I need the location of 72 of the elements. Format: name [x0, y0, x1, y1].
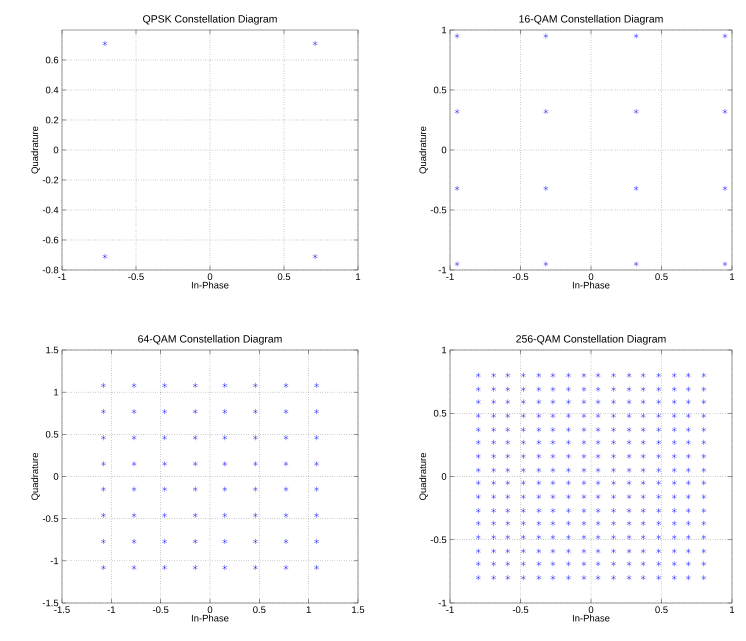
y-tick-label: -0.8 — [42, 266, 58, 274]
point — [722, 186, 728, 192]
x-tick-label: 1.5 — [352, 606, 364, 613]
y-tick-label: 1 — [54, 388, 58, 396]
y-tick-label: -1 — [50, 558, 58, 564]
y-tick-label: 0.6 — [46, 56, 58, 64]
y-tick-label: -0.5 — [430, 536, 446, 544]
x-axis-title: In-Phase — [192, 614, 229, 622]
x-tick-label: -0.5 — [512, 606, 528, 614]
y-tick-label: -0.6 — [42, 236, 58, 244]
y-tick-label: 1 — [442, 26, 446, 34]
y-tick-label: 0 — [442, 473, 446, 480]
point — [634, 261, 639, 267]
y-axis-title: Quadrature — [419, 452, 428, 500]
y-tick-label: 1 — [442, 346, 446, 354]
point — [454, 186, 460, 192]
y-tick-label: -0.2 — [42, 176, 58, 184]
x-tick-label: 0 — [588, 606, 594, 614]
x-axis-title: In-Phase — [572, 282, 610, 289]
point — [634, 33, 639, 39]
x-tick-label: 1 — [306, 606, 311, 613]
x-tick-label: 1 — [730, 606, 734, 613]
x-tick-label: 0.5 — [655, 273, 668, 280]
chart-title: 64-QAM Constellation Diagram — [138, 334, 282, 345]
y-tick-label: 0.5 — [434, 86, 446, 94]
y-tick-label: -1 — [438, 266, 446, 274]
y-tick-label: 0 — [442, 146, 446, 154]
point — [454, 261, 460, 267]
x-tick-label: 0.5 — [253, 606, 266, 614]
point — [634, 186, 639, 192]
x-tick-label: 1 — [730, 273, 734, 280]
x-tick-label: -0.5 — [152, 606, 168, 614]
point — [543, 186, 548, 192]
y-axis-title: Quadrature — [31, 126, 40, 174]
point — [722, 33, 728, 39]
point — [722, 108, 728, 114]
y-tick-label: -1 — [438, 600, 446, 606]
point — [543, 108, 548, 114]
x-tick-label: -0.5 — [128, 273, 144, 280]
x-tick-label: 0 — [588, 273, 594, 280]
y-tick-label: -0.5 — [42, 515, 58, 522]
y-axis-title: Quadrature — [419, 126, 428, 174]
point — [543, 33, 548, 39]
y-tick-label: -0.5 — [430, 206, 446, 214]
chart-title: 16-QAM Constellation Diagram — [519, 14, 663, 25]
x-tick-label: 1 — [356, 273, 360, 280]
y-tick-label: -1.5 — [42, 600, 58, 606]
y-tick-label: 1.5 — [46, 346, 58, 354]
y-tick-label: 0.2 — [46, 116, 58, 124]
x-tick-label: 0.5 — [278, 273, 290, 280]
y-tick-label: 0.5 — [434, 410, 446, 417]
x-tick-label: 0.5 — [655, 606, 668, 614]
x-tick-label: 0 — [208, 273, 212, 280]
point — [722, 261, 728, 267]
y-tick-label: 0.5 — [46, 430, 58, 438]
y-tick-label: 0.4 — [46, 86, 58, 94]
x-axis-title: In-Phase — [572, 614, 610, 622]
x-tick-label: -0.5 — [512, 273, 528, 280]
y-tick-label: -0.4 — [42, 206, 58, 214]
chart-title: 256-QAM Constellation Diagram — [516, 334, 666, 345]
y-axis-title: Quadrature — [31, 452, 40, 500]
point — [543, 261, 548, 267]
chart-title: QPSK Constellation Diagram — [143, 14, 277, 25]
y-tick-label: 0 — [54, 146, 58, 154]
x-tick-label: -1 — [58, 273, 66, 280]
x-tick-label: -1 — [108, 606, 116, 613]
point — [454, 33, 460, 39]
y-tick-label: 0 — [54, 473, 58, 480]
point — [634, 108, 639, 114]
x-axis-title: In-Phase — [192, 282, 229, 289]
x-tick-label: 0 — [208, 606, 212, 614]
point — [454, 108, 460, 114]
